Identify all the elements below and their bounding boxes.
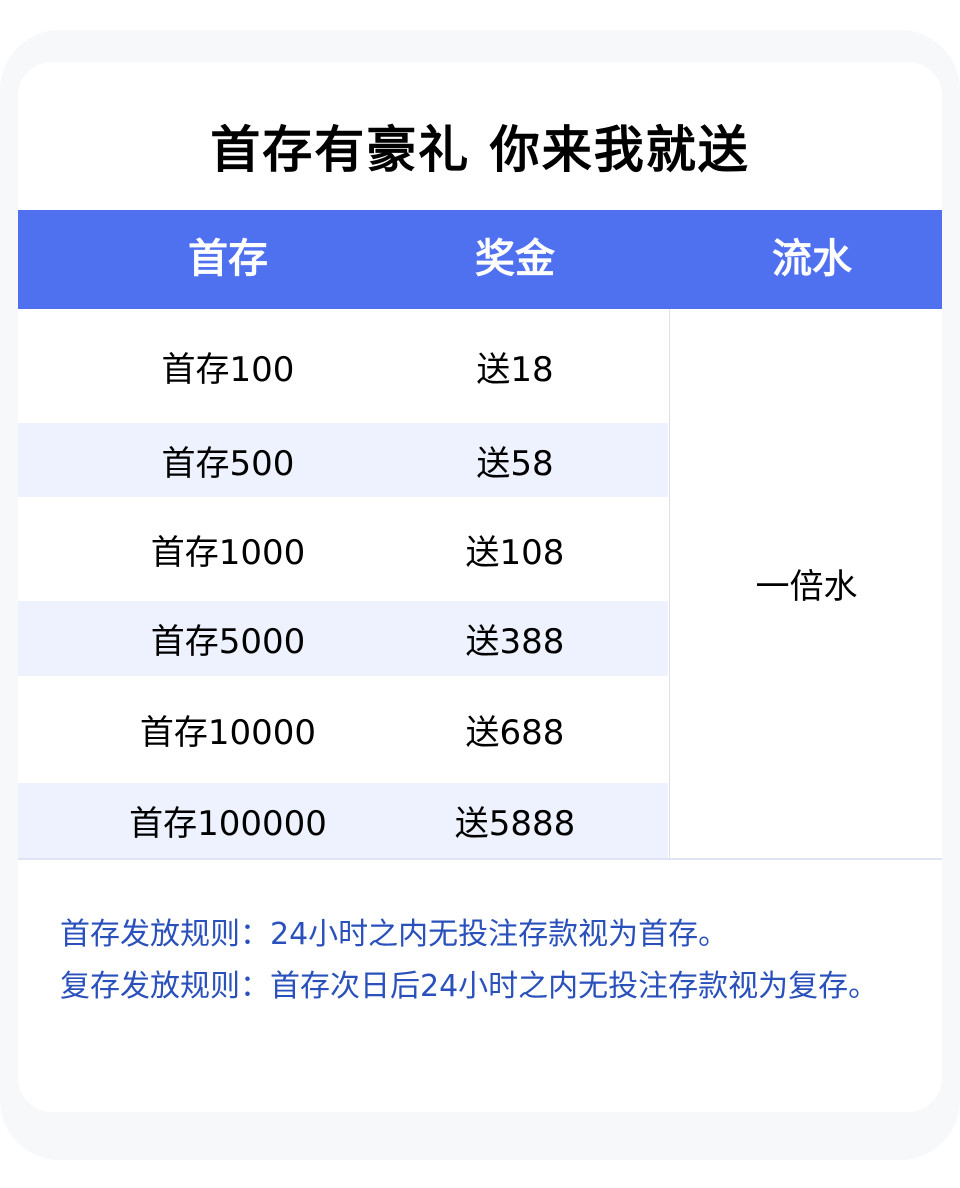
table-body: 首存100 送18 首存500 送58 首存1000 送108 首存5000 送… — [18, 309, 668, 858]
deposit-cell: 首存1000 — [150, 532, 306, 573]
promo-title: 首存有豪礼 你来我就送 — [210, 121, 750, 179]
bonus-cell: 送108 — [465, 532, 565, 573]
deposit-cell: 首存500 — [161, 443, 295, 484]
table-row: 首存10000 送688 — [18, 676, 668, 783]
promo-card: 首存有豪礼 你来我就送 首存 奖金 流水 首存100 送18 首存500 送58… — [18, 62, 942, 1112]
deposit-cell: 首存10000 — [139, 713, 317, 753]
re-deposit-rule: 复存发放规则：首存次日后24小时之内无投注存款视为复存。 — [60, 969, 879, 1004]
bonus-cell: 送388 — [465, 622, 565, 662]
table-row: 首存1000 送108 — [18, 497, 668, 601]
rules-section: 首存发放规则：24小时之内无投注存款视为首存。 复存发放规则：首存次日后24小时… — [60, 910, 900, 1014]
wagering-cell: 一倍水 — [669, 309, 942, 858]
table-row: 首存100 送18 — [18, 309, 668, 423]
deposit-cell: 首存100 — [161, 349, 295, 390]
table-header: 首存 奖金 流水 — [18, 210, 942, 309]
first-deposit-rule: 首存发放规则：24小时之内无投注存款视为首存。 — [60, 917, 729, 952]
deposit-cell: 首存100000 — [129, 804, 327, 844]
table-divider — [18, 858, 942, 860]
header-deposit: 首存 — [188, 236, 268, 282]
bonus-cell: 送5888 — [454, 804, 576, 844]
table-row: 首存500 送58 — [18, 423, 668, 497]
header-wagering: 流水 — [772, 236, 852, 282]
table-row: 首存100000 送5888 — [18, 783, 668, 858]
header-bonus: 奖金 — [475, 236, 555, 282]
table-row: 首存5000 送388 — [18, 601, 668, 676]
bonus-cell: 送18 — [476, 349, 554, 390]
bonus-cell: 送58 — [476, 443, 554, 484]
bonus-cell: 送688 — [465, 713, 565, 753]
deposit-cell: 首存5000 — [150, 622, 306, 662]
